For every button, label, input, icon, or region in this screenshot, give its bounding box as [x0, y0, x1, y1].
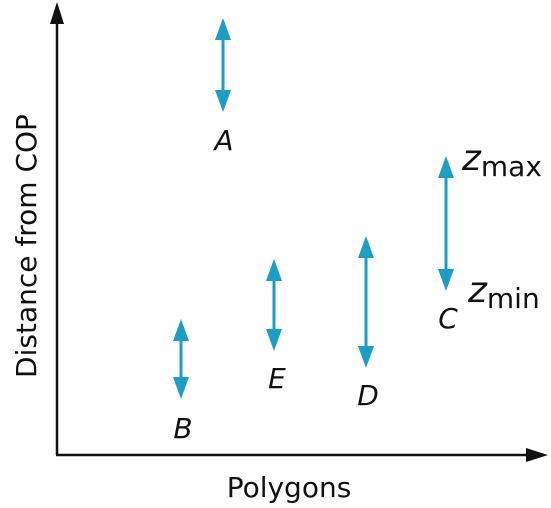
z-max-annotation: zmax	[461, 138, 542, 183]
axes	[50, 2, 548, 462]
y-axis-label: Distance from COP	[10, 114, 43, 378]
z-subscript: max	[481, 150, 542, 183]
polygon-label: E	[268, 362, 286, 395]
interval-b	[173, 319, 189, 399]
polygon-label: C	[438, 302, 458, 335]
z-subscript: min	[487, 282, 540, 315]
z-min-annotation: zmin	[467, 270, 540, 315]
interval-c	[438, 156, 454, 291]
interval-a	[215, 18, 231, 112]
z-symbol: z	[467, 270, 488, 311]
polygon-label: A	[212, 124, 233, 157]
z-symbol: z	[461, 138, 482, 179]
x-axis-label: Polygons	[227, 471, 352, 504]
interval-e	[266, 259, 282, 351]
y-axis-head	[50, 2, 64, 24]
polygon-label: D	[357, 379, 379, 412]
polygon-label: B	[173, 412, 192, 445]
x-axis-head	[526, 448, 548, 462]
interval-d	[358, 236, 374, 368]
